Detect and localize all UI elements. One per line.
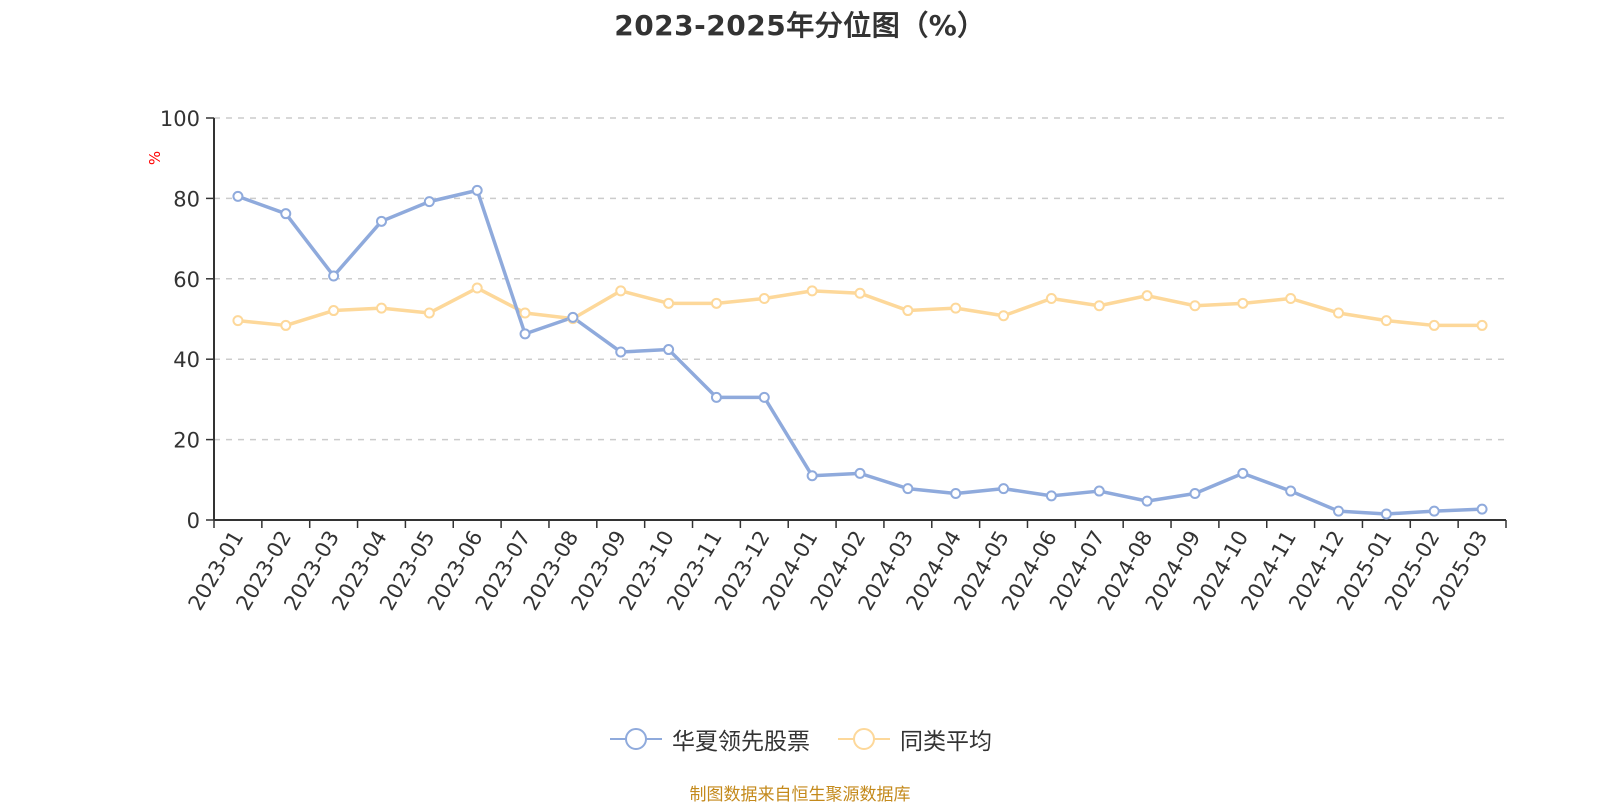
data-point-series-1[interactable] xyxy=(1189,487,1201,499)
data-point-series-1[interactable] xyxy=(950,487,962,499)
data-point-series-1[interactable] xyxy=(1045,490,1057,502)
legend-swatch-series-2 xyxy=(838,728,890,750)
data-point-series-1[interactable] xyxy=(280,208,292,220)
data-point-series-1[interactable] xyxy=(471,184,483,196)
data-point-series-1[interactable] xyxy=(663,344,675,356)
data-point-series-2[interactable] xyxy=(758,292,770,304)
y-tick-label: 60 xyxy=(173,268,200,292)
data-point-series-2[interactable] xyxy=(471,282,483,294)
data-point-series-1[interactable] xyxy=(854,467,866,479)
data-point-series-1[interactable] xyxy=(1285,485,1297,497)
data-point-series-1[interactable] xyxy=(1237,467,1249,479)
data-point-series-1[interactable] xyxy=(375,215,387,227)
y-axis-unit-label: % xyxy=(146,151,164,165)
legend-label-series-1: 华夏领先股票 xyxy=(672,729,810,755)
data-point-series-2[interactable] xyxy=(1428,319,1440,331)
data-point-series-2[interactable] xyxy=(1189,300,1201,312)
source-note: 制图数据来自恒生聚源数据库 xyxy=(689,785,911,805)
data-point-series-2[interactable] xyxy=(998,310,1010,322)
data-point-series-2[interactable] xyxy=(1476,319,1488,331)
legend-item-series-1[interactable]: 华夏领先股票 xyxy=(608,722,810,756)
legend: 华夏领先股票 同类平均 xyxy=(0,722,1600,756)
data-point-series-1[interactable] xyxy=(1428,505,1440,517)
data-point-series-1[interactable] xyxy=(615,346,627,358)
legend-label-series-2: 同类平均 xyxy=(900,729,992,755)
data-point-series-2[interactable] xyxy=(1237,297,1249,309)
data-point-series-2[interactable] xyxy=(280,319,292,331)
data-point-series-1[interactable] xyxy=(1333,505,1345,517)
series-lines xyxy=(237,188,1483,516)
legend-item-series-2[interactable]: 同类平均 xyxy=(836,722,992,756)
data-point-series-1[interactable] xyxy=(1476,503,1488,515)
axes: 0204060801002023-012023-022023-032023-04… xyxy=(160,107,1507,614)
y-tick-label: 100 xyxy=(160,107,200,131)
data-point-series-2[interactable] xyxy=(1045,292,1057,304)
data-point-series-2[interactable] xyxy=(328,305,340,317)
data-points xyxy=(232,184,1488,520)
data-point-series-1[interactable] xyxy=(710,391,722,403)
data-point-series-1[interactable] xyxy=(1141,495,1153,507)
data-point-series-1[interactable] xyxy=(998,483,1010,495)
data-point-series-2[interactable] xyxy=(1285,292,1297,304)
data-point-series-2[interactable] xyxy=(423,307,435,319)
series-line-1 xyxy=(237,188,1483,516)
y-tick-label: 40 xyxy=(173,348,200,372)
data-point-series-2[interactable] xyxy=(615,285,627,297)
legend-swatch-series-1 xyxy=(610,728,662,750)
data-point-series-2[interactable] xyxy=(519,307,531,319)
data-point-series-2[interactable] xyxy=(1333,307,1345,319)
data-point-series-1[interactable] xyxy=(567,311,579,323)
y-tick-label: 20 xyxy=(173,429,200,453)
data-point-series-1[interactable] xyxy=(1093,485,1105,497)
data-point-series-2[interactable] xyxy=(806,285,818,297)
data-point-series-1[interactable] xyxy=(519,328,531,340)
data-point-series-2[interactable] xyxy=(663,297,675,309)
grid-lines xyxy=(214,117,1506,441)
y-tick-label: 0 xyxy=(187,509,200,533)
data-point-series-2[interactable] xyxy=(232,315,244,327)
data-point-series-2[interactable] xyxy=(1141,290,1153,302)
data-point-series-1[interactable] xyxy=(806,470,818,482)
data-point-series-2[interactable] xyxy=(1093,300,1105,312)
data-point-series-1[interactable] xyxy=(758,391,770,403)
data-point-series-1[interactable] xyxy=(232,190,244,202)
data-point-series-1[interactable] xyxy=(328,270,340,282)
data-point-series-2[interactable] xyxy=(710,297,722,309)
data-point-series-2[interactable] xyxy=(902,305,914,317)
data-point-series-2[interactable] xyxy=(950,302,962,314)
data-point-series-1[interactable] xyxy=(423,196,435,208)
data-point-series-2[interactable] xyxy=(1380,315,1392,327)
data-point-series-1[interactable] xyxy=(1380,508,1392,520)
y-tick-label: 80 xyxy=(173,187,200,211)
data-point-series-2[interactable] xyxy=(854,287,866,299)
data-point-series-1[interactable] xyxy=(902,483,914,495)
data-point-series-2[interactable] xyxy=(375,302,387,314)
chart-title: 2023-2025年分位图（%） xyxy=(614,9,986,42)
